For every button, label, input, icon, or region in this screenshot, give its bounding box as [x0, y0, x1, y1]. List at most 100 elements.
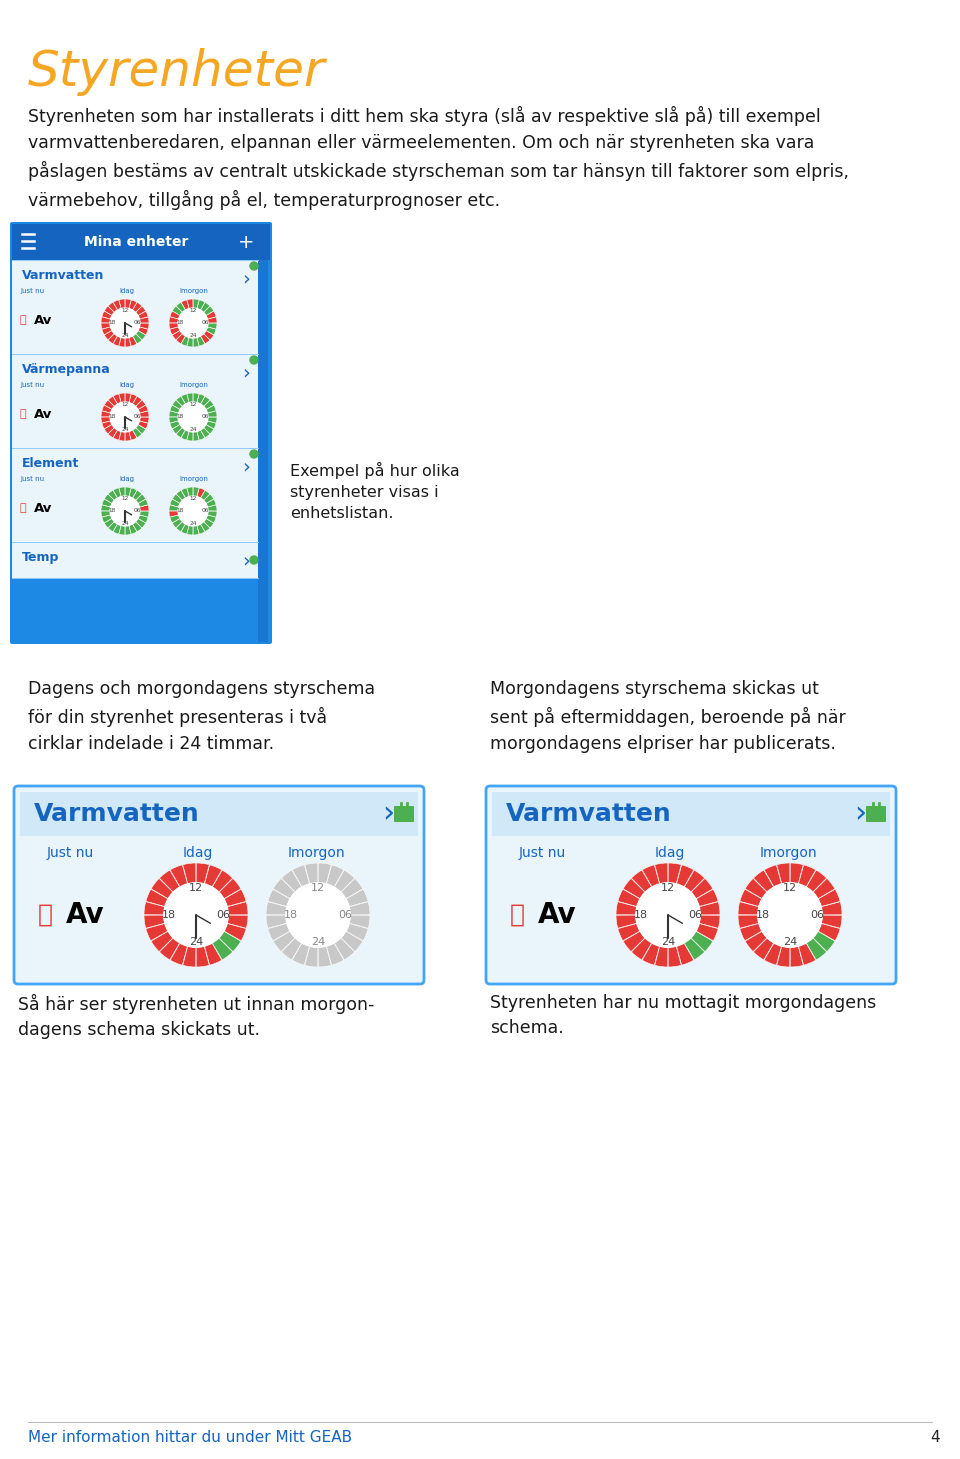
- Wedge shape: [108, 427, 117, 438]
- FancyBboxPatch shape: [258, 260, 268, 642]
- Wedge shape: [176, 397, 185, 407]
- Text: 18: 18: [756, 910, 770, 921]
- Text: Imorgon: Imorgon: [287, 846, 345, 859]
- Wedge shape: [281, 938, 301, 960]
- Wedge shape: [691, 878, 713, 899]
- Wedge shape: [266, 902, 287, 915]
- Wedge shape: [205, 499, 216, 508]
- Circle shape: [179, 403, 208, 432]
- Text: 12: 12: [189, 403, 197, 407]
- Wedge shape: [181, 487, 189, 498]
- Wedge shape: [132, 427, 142, 438]
- Wedge shape: [170, 865, 187, 887]
- Text: Idag: Idag: [119, 382, 134, 388]
- Circle shape: [250, 263, 258, 270]
- Text: 18: 18: [177, 509, 184, 514]
- Wedge shape: [193, 487, 199, 496]
- Wedge shape: [169, 505, 179, 511]
- Wedge shape: [616, 902, 636, 915]
- Wedge shape: [632, 870, 652, 891]
- Wedge shape: [197, 487, 204, 498]
- Text: 18: 18: [177, 321, 184, 325]
- Wedge shape: [176, 427, 185, 438]
- Wedge shape: [642, 943, 660, 966]
- Wedge shape: [181, 336, 189, 346]
- Text: Styrenheten som har installerats i ditt hem ska styra (slå av respektive slå på): Styrenheten som har installerats i ditt …: [28, 107, 849, 210]
- Text: Styrenheten har nu mottagit morgondagens
schema.: Styrenheten har nu mottagit morgondagens…: [490, 994, 876, 1037]
- Wedge shape: [172, 495, 182, 503]
- Circle shape: [250, 449, 258, 458]
- Wedge shape: [806, 938, 827, 960]
- Wedge shape: [292, 943, 309, 966]
- Wedge shape: [172, 306, 182, 315]
- Text: Av: Av: [34, 502, 53, 515]
- Circle shape: [636, 883, 700, 947]
- Text: 06: 06: [133, 414, 141, 420]
- Wedge shape: [813, 931, 835, 951]
- Wedge shape: [138, 311, 148, 320]
- Text: 06: 06: [810, 910, 824, 921]
- Wedge shape: [108, 334, 117, 344]
- Text: 12: 12: [311, 883, 325, 893]
- Wedge shape: [219, 931, 241, 951]
- Wedge shape: [181, 524, 189, 534]
- Text: 06: 06: [133, 321, 141, 325]
- Text: Imorgon: Imorgon: [180, 287, 208, 295]
- Text: 24: 24: [189, 521, 197, 527]
- Wedge shape: [668, 864, 682, 884]
- Text: Idag: Idag: [119, 287, 134, 295]
- FancyBboxPatch shape: [12, 541, 258, 578]
- Wedge shape: [119, 337, 125, 347]
- Text: 06: 06: [202, 321, 209, 325]
- Wedge shape: [204, 425, 214, 433]
- Text: Så här ser styrenheten ut innan morgon-
dagens schema skickats ut.: Så här ser styrenheten ut innan morgon- …: [18, 994, 374, 1039]
- Wedge shape: [193, 525, 199, 535]
- Text: Idag: Idag: [182, 846, 213, 859]
- Wedge shape: [135, 400, 146, 410]
- Wedge shape: [181, 394, 189, 404]
- Wedge shape: [655, 864, 668, 884]
- Wedge shape: [273, 878, 295, 899]
- Text: 12: 12: [121, 496, 129, 500]
- Wedge shape: [187, 337, 193, 347]
- Wedge shape: [101, 505, 110, 511]
- Wedge shape: [129, 336, 137, 346]
- Wedge shape: [125, 525, 132, 535]
- Wedge shape: [170, 515, 180, 522]
- Wedge shape: [207, 505, 217, 511]
- Wedge shape: [346, 924, 369, 941]
- Text: Värmepanna: Värmepanna: [22, 363, 110, 376]
- Text: Mina enheter: Mina enheter: [84, 235, 188, 249]
- Wedge shape: [125, 299, 132, 309]
- Wedge shape: [777, 864, 790, 884]
- Wedge shape: [205, 420, 216, 429]
- Wedge shape: [113, 394, 121, 404]
- Wedge shape: [668, 947, 682, 967]
- Wedge shape: [102, 499, 112, 508]
- Text: ⏻: ⏻: [20, 315, 27, 325]
- Wedge shape: [754, 870, 774, 891]
- Wedge shape: [334, 870, 354, 891]
- Text: 12: 12: [189, 883, 204, 893]
- Wedge shape: [821, 902, 842, 915]
- Wedge shape: [228, 915, 248, 928]
- Wedge shape: [642, 865, 660, 887]
- Wedge shape: [181, 430, 189, 441]
- Wedge shape: [318, 864, 331, 884]
- Wedge shape: [201, 427, 210, 438]
- Wedge shape: [146, 889, 168, 906]
- Wedge shape: [738, 915, 758, 928]
- Text: 06: 06: [202, 509, 209, 514]
- Wedge shape: [346, 889, 369, 906]
- Wedge shape: [745, 931, 767, 951]
- Wedge shape: [108, 302, 117, 312]
- FancyBboxPatch shape: [12, 448, 258, 541]
- Wedge shape: [182, 947, 196, 967]
- Wedge shape: [139, 322, 149, 330]
- Wedge shape: [169, 322, 179, 330]
- Text: 24: 24: [121, 333, 129, 338]
- Text: Just nu: Just nu: [518, 846, 565, 859]
- Text: Varmvatten: Varmvatten: [22, 268, 105, 282]
- Wedge shape: [204, 518, 214, 528]
- Wedge shape: [135, 306, 146, 315]
